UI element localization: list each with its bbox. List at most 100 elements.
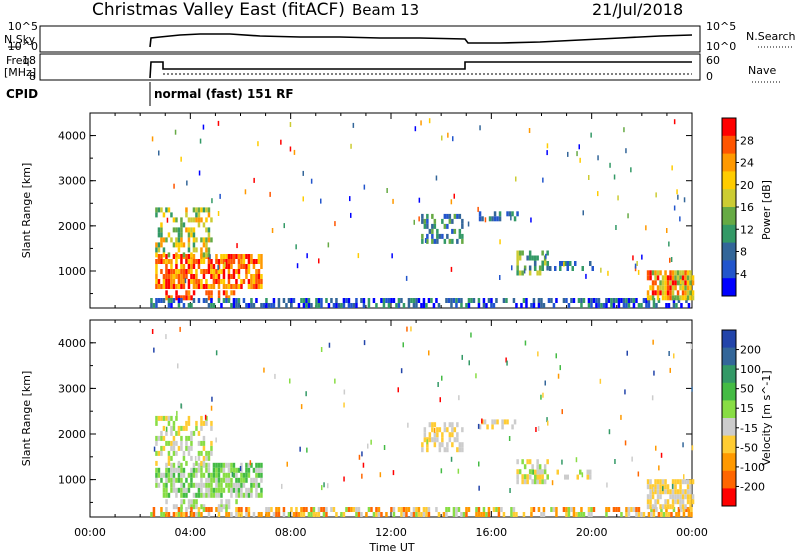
- echo-cell: [511, 424, 514, 430]
- y-tick-label: 4000: [58, 337, 86, 350]
- echo-cell: [255, 477, 258, 483]
- colorbar-tick-label: -50: [740, 441, 758, 454]
- echo-point: [426, 439, 428, 445]
- echo-point: [215, 437, 217, 443]
- echo-cell: [477, 298, 481, 303]
- echo-cell: [165, 415, 168, 421]
- echo-cell: [172, 487, 176, 493]
- echo-cell: [195, 472, 198, 478]
- echo-cell: [192, 232, 196, 238]
- echo-cell: [347, 303, 351, 308]
- echo-cell: [402, 512, 406, 517]
- echo-cell: [232, 254, 236, 259]
- echo-cell: [207, 232, 211, 238]
- echo-cell: [375, 507, 378, 512]
- echo-cell: [165, 269, 168, 274]
- echo-cell: [355, 298, 358, 303]
- echo-cell: [423, 218, 427, 224]
- echo-cell: [252, 284, 256, 289]
- echo-cell: [235, 512, 238, 517]
- echo-cell: [167, 284, 171, 289]
- echo-cell: [207, 264, 211, 269]
- echo-cell: [470, 298, 473, 303]
- echo-cell: [230, 477, 233, 483]
- echo-point: [280, 139, 282, 145]
- echo-cell: [157, 247, 161, 253]
- echo-cell: [182, 284, 186, 289]
- echo-cell: [522, 298, 526, 303]
- echo-cell: [170, 279, 173, 284]
- echo-cell: [215, 269, 218, 274]
- echo-cell: [467, 298, 471, 303]
- echo-cell: [672, 303, 676, 308]
- echo-cell: [207, 259, 211, 264]
- echo-cell: [170, 415, 173, 421]
- echo-cell: [160, 472, 163, 478]
- echo-cell: [456, 213, 459, 219]
- echo-cell: [546, 261, 549, 266]
- echo-cell: [676, 290, 680, 296]
- echo-point: [357, 253, 360, 259]
- echo-cell: [528, 469, 532, 475]
- echo-cell: [290, 507, 293, 512]
- echo-cell: [167, 274, 171, 279]
- echo-cell: [516, 474, 519, 480]
- echo-cell: [390, 507, 393, 512]
- echo-cell: [661, 504, 665, 510]
- echo-point: [289, 378, 291, 384]
- echo-cell: [237, 269, 241, 274]
- echo-cell: [447, 507, 451, 512]
- echo-cell: [362, 298, 366, 303]
- echo-point: [299, 446, 301, 452]
- echo-point: [478, 485, 480, 491]
- echo-cell: [240, 462, 243, 468]
- echo-cell: [681, 270, 685, 276]
- echo-cell: [250, 279, 253, 284]
- echo-cell: [659, 270, 662, 276]
- echo-point: [407, 422, 409, 428]
- echo-cell: [523, 265, 527, 271]
- echo-cell: [654, 499, 657, 505]
- echo-cell: [220, 492, 223, 498]
- echo-cell: [453, 437, 457, 443]
- echo-cell: [666, 290, 670, 296]
- echo-cell: [437, 512, 441, 517]
- echo-cell: [267, 303, 271, 308]
- echo-cell: [635, 298, 638, 303]
- colorbar-segment: [722, 207, 736, 226]
- echo-cell: [526, 479, 529, 485]
- echo-cell: [689, 285, 692, 291]
- echo-cell: [630, 298, 633, 303]
- echo-cell: [210, 298, 213, 303]
- echo-cell: [247, 259, 251, 264]
- echo-cell: [240, 264, 243, 269]
- echo-point: [669, 367, 671, 373]
- echo-point: [634, 263, 637, 269]
- echo-cell: [257, 467, 261, 473]
- echo-cell: [681, 295, 685, 301]
- echo-cell: [187, 420, 191, 426]
- echo-cell: [187, 284, 191, 289]
- colorbar-segment: [722, 382, 736, 401]
- echo-cell: [491, 424, 494, 430]
- echo-cell: [582, 512, 586, 517]
- echo-cell: [220, 499, 223, 505]
- colorbar-tick-label: 24: [740, 157, 754, 170]
- echo-cell: [237, 487, 241, 493]
- echo-cell: [682, 507, 686, 512]
- echo-cell: [687, 512, 691, 517]
- echo-cell: [170, 269, 173, 274]
- echo-cell: [260, 259, 263, 264]
- echo-cell: [247, 284, 251, 289]
- echo-cell: [180, 445, 183, 451]
- echo-cell: [167, 472, 171, 478]
- echo-cell: [157, 415, 161, 421]
- echo-cell: [172, 227, 176, 233]
- echo-cell: [355, 303, 358, 308]
- echo-point: [450, 199, 453, 205]
- echo-cell: [655, 507, 658, 512]
- echo-cell: [330, 298, 333, 303]
- echo-cell: [650, 507, 653, 512]
- echo-cell: [538, 270, 542, 276]
- echo-cell: [210, 425, 213, 431]
